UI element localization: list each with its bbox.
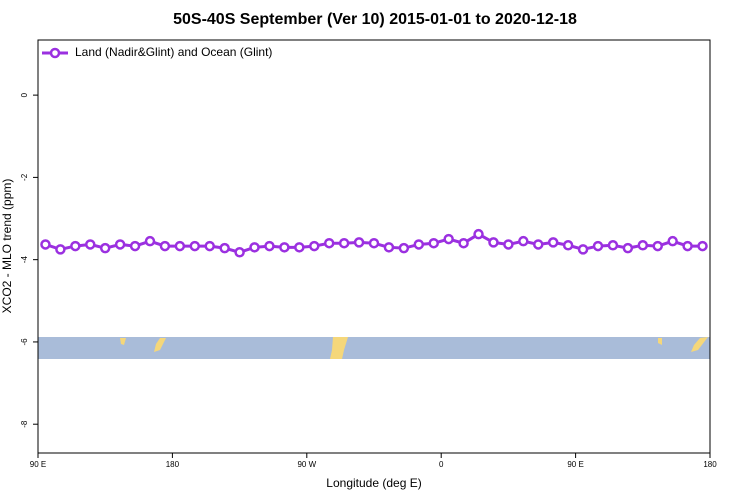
y-tick-label: -6 [20,338,29,346]
point [368,237,380,249]
x-axis-label: Longitude (deg E) [326,476,421,490]
x-tick-label: 0 [439,460,444,469]
point [607,240,619,251]
point [383,242,395,253]
point [503,239,514,250]
point [682,240,693,252]
point [443,233,454,245]
point [338,237,350,249]
point [518,235,529,247]
y-axis-label: XCO2 - MLO trend (ppm) [0,179,14,314]
point [428,237,439,249]
y-tick-label: -8 [20,420,29,428]
point [264,240,275,252]
point [473,228,484,240]
point [204,240,215,252]
x-tick-label: 90 E [567,460,583,469]
x-tick-label: 180 [166,460,180,469]
point [353,237,365,248]
point [189,240,201,252]
point [592,240,604,252]
point [85,239,96,250]
point [159,240,171,252]
y-tick-label: 0 [20,92,29,97]
plot-frame [37,39,711,454]
point [114,239,126,250]
ocean-band [38,337,710,359]
chart-title: 50S-40S September (Ver 10) 2015-01-01 to… [173,11,577,28]
point [249,242,260,253]
point [234,247,245,258]
x-tick-label: 180 [703,460,717,469]
point [70,240,81,252]
x-tick-label: 90 E [30,460,46,469]
point [637,240,649,251]
land [658,338,662,345]
point [562,240,574,251]
y-tick-label: -2 [20,173,29,181]
point [279,242,290,253]
land [330,337,348,359]
land [691,337,708,352]
point [219,242,230,254]
point [547,237,559,248]
x-tick-label: 90 W [297,460,316,469]
point [398,242,410,254]
point [577,244,589,255]
point [667,235,678,247]
point [174,240,186,252]
point [652,240,663,252]
point [294,242,305,253]
point [622,242,634,254]
legend-label: Land (Nadir&Glint) and Ocean (Glint) [75,45,272,59]
point [458,237,469,249]
point [697,240,708,252]
point [55,244,66,255]
land [120,338,126,345]
map-strip [38,337,710,359]
point [309,240,320,252]
point [40,239,51,250]
point [323,237,335,249]
point [413,239,425,250]
legend-marker [49,47,61,59]
land [154,338,166,352]
point [144,235,156,247]
point [533,239,544,250]
point [129,240,141,252]
y-tick-label: -4 [20,256,29,264]
point [99,242,111,254]
point [488,237,499,248]
